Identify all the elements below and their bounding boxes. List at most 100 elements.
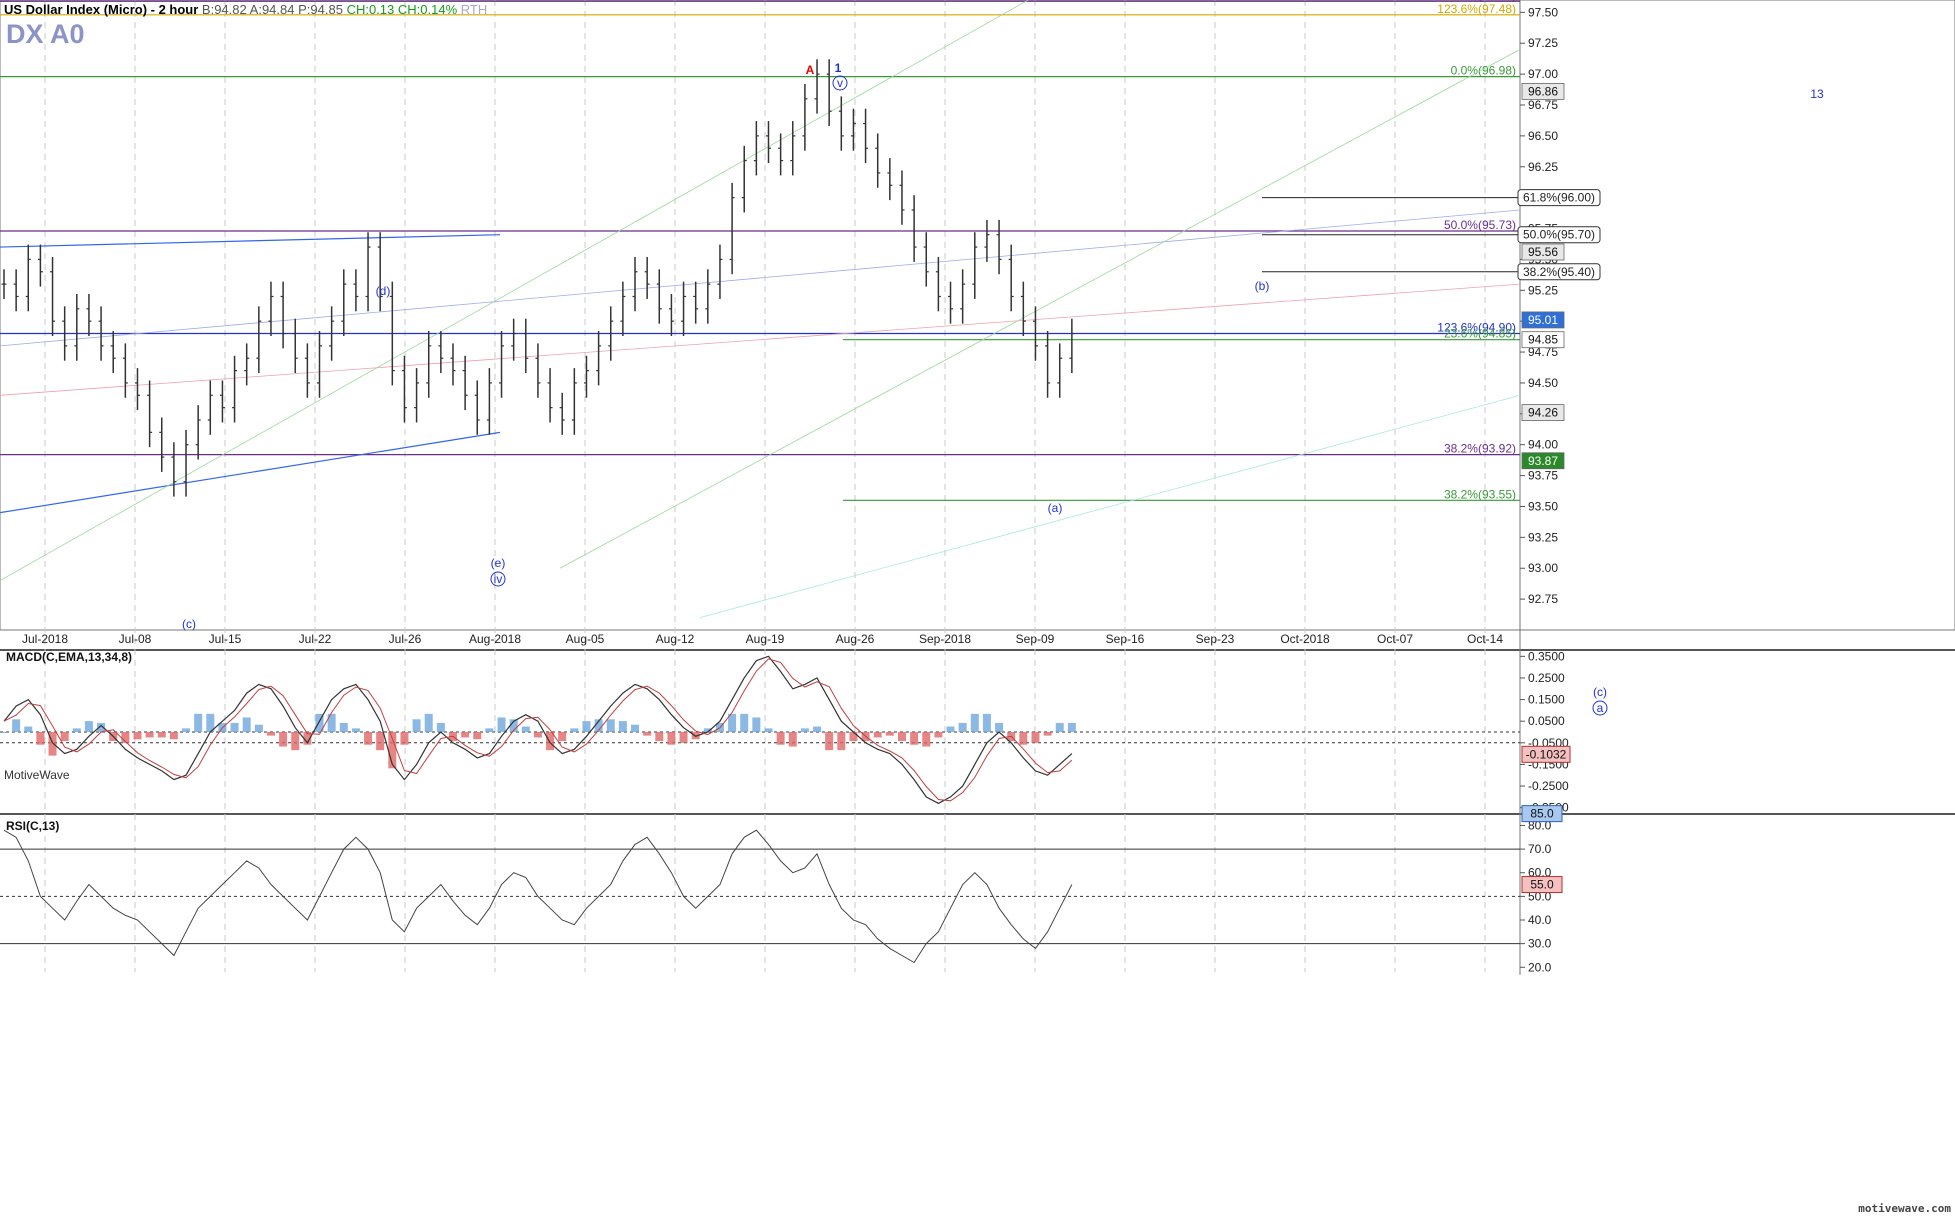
y-axis-tick-label: 93.25 (1528, 530, 1558, 544)
trend-line (0, 0, 1029, 581)
macd-histogram-bar (230, 722, 239, 732)
macd-histogram-bar (461, 732, 470, 738)
wave-label-circle (490, 571, 506, 587)
x-axis-tick-label: Jul-22 (299, 632, 332, 646)
macd-histogram-bar (145, 732, 154, 738)
y-axis-tick-label: 30.0 (1528, 937, 1552, 951)
macd-histogram-bar (182, 728, 191, 732)
macd-histogram-bar (897, 732, 906, 742)
symbol-name: US Dollar Index (Micro) - 2 hour (4, 2, 199, 17)
y-axis-tick-label: 93.50 (1528, 499, 1558, 513)
x-axis-tick-label: Jul-2018 (22, 632, 68, 646)
macd-histogram-bar (752, 717, 761, 732)
last-price-marker-label: 95.56 (1528, 245, 1558, 259)
macd-histogram-bar (194, 713, 203, 732)
y-axis-tick-label: 94.50 (1528, 376, 1558, 390)
fib-level-label: 38.2%(93.55) (1444, 487, 1516, 501)
rsi-last-marker (1521, 876, 1563, 894)
macd-histogram-bar (521, 726, 530, 732)
macd-histogram-bar (436, 722, 445, 732)
macd-histogram-bar (558, 732, 567, 742)
rsi-line (3, 829, 1073, 964)
wave-label: (a) (1048, 501, 1063, 515)
watermark: MotiveWave (4, 768, 70, 782)
quote-bid: B:94.82 (201, 2, 247, 17)
macd-histogram-bar (1055, 722, 1064, 732)
last-price-marker (1521, 311, 1565, 329)
quote-change: CH:0.13 (346, 2, 395, 17)
macd-histogram-bar (169, 732, 178, 740)
macd-histogram-bar (800, 728, 809, 732)
last-price-marker (1521, 243, 1565, 261)
macd-histogram-bar (1019, 732, 1028, 745)
y-axis-tick-label: 94.00 (1528, 438, 1558, 452)
fib-box (1517, 263, 1601, 281)
last-price-marker-label: 96.86 (1528, 84, 1558, 98)
x-axis-tick-label: Oct-07 (1377, 632, 1413, 646)
macd-histogram-bar (703, 728, 712, 732)
x-axis-tick-label: Sep-2018 (919, 632, 971, 646)
y-axis-tick-label: 96.50 (1528, 129, 1558, 143)
x-axis-tick-label: Aug-12 (656, 632, 695, 646)
macd-histogram-bar (351, 728, 360, 732)
y-axis-tick-label: 0.2500 (1528, 671, 1565, 685)
fib-level-label: 61.8%(97.59) (1444, 0, 1516, 2)
last-price-marker-label: 94.26 (1528, 406, 1558, 420)
macd-histogram-bar (728, 713, 737, 732)
fib-level-label: 50.0%(95.73) (1444, 218, 1516, 232)
macd-histogram-bar (982, 713, 991, 732)
last-price-marker (1521, 331, 1565, 349)
wave-label: 13 (1810, 87, 1824, 101)
macd-histogram-bar (72, 728, 81, 732)
y-axis-tick-label: 95.25 (1528, 283, 1558, 297)
y-axis-tick-label: 70.0 (1528, 842, 1552, 856)
wave-label-circle (1592, 700, 1608, 716)
macd-histogram-bar (12, 719, 21, 732)
macd-histogram-bar (0, 732, 8, 733)
macd-line (3, 655, 1073, 805)
macd-histogram-bar (60, 732, 69, 742)
y-axis-tick-label: 92.75 (1528, 592, 1558, 606)
x-axis-tick-label: Sep-23 (1196, 632, 1235, 646)
macd-histogram-bar (24, 726, 33, 732)
quote-change-pct: CH:0.14% (397, 2, 458, 17)
macd-histogram-bar (1067, 722, 1076, 732)
trend-line (0, 209, 1521, 347)
macd-histogram-bar (679, 732, 688, 743)
fib-level-label: 38.2%(93.92) (1444, 442, 1516, 456)
fib-box-label: 61.8%(96.00) (1523, 191, 1595, 205)
rsi-high-marker (1521, 805, 1563, 823)
fib-level-label: 0.0%(96.98) (1451, 64, 1516, 78)
macd-histogram-bar (631, 724, 640, 732)
last-price-marker-label: 95.01 (1528, 313, 1558, 327)
macd-histogram-bar (995, 722, 1004, 732)
macd-histogram-bar (36, 732, 45, 745)
wave-label: a (1597, 701, 1604, 715)
x-axis-tick-label: Aug-19 (746, 632, 785, 646)
fib-box-label: 50.0%(95.70) (1523, 228, 1595, 242)
macd-histogram-bar (825, 732, 834, 751)
trend-line (0, 234, 501, 248)
macd-histogram-bar (546, 732, 555, 751)
wave-label-circle (832, 75, 848, 91)
macd-histogram-bar (643, 732, 652, 736)
y-axis-tick-label: 97.25 (1528, 36, 1558, 50)
macd-histogram-bar (327, 713, 336, 732)
trend-line (699, 394, 1521, 619)
fib-box-label: 38.2%(95.40) (1523, 265, 1595, 279)
macd-histogram-bar (133, 732, 142, 740)
macd-histogram-bar (279, 732, 288, 747)
macd-histogram-bar (291, 732, 300, 751)
y-axis-tick-label: 96.25 (1528, 160, 1558, 174)
macd-histogram-bar (533, 732, 542, 738)
macd-histogram-bar (594, 719, 603, 732)
macd-histogram-bar (157, 732, 166, 738)
y-axis-tick-label: 97.00 (1528, 67, 1558, 81)
macd-histogram-bar (667, 732, 676, 745)
y-axis-tick-label: 0.0500 (1528, 714, 1565, 728)
y-axis-tick-label: 20.0 (1528, 960, 1552, 974)
x-axis-tick-label: Oct-2018 (1280, 632, 1330, 646)
macd-histogram-bar (339, 722, 348, 732)
macd-histogram-bar (934, 732, 943, 738)
